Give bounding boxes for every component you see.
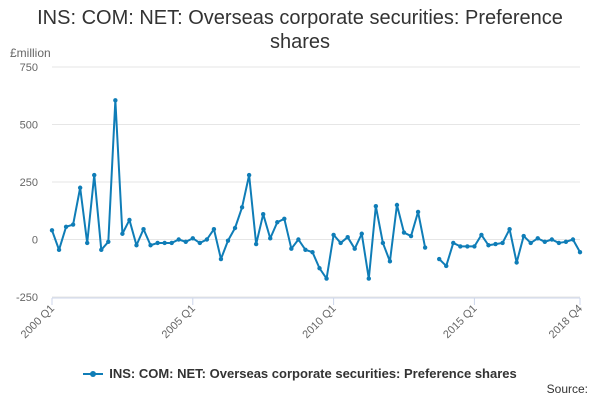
data-point [268, 236, 273, 241]
data-point [317, 266, 322, 271]
data-point [472, 244, 477, 249]
data-point [542, 239, 547, 244]
data-point [408, 233, 414, 239]
data-point [134, 243, 139, 248]
data-point [422, 245, 428, 250]
data-point [465, 244, 470, 249]
data-point [261, 212, 266, 217]
data-point [197, 240, 203, 246]
data-point [563, 239, 569, 244]
data-point [99, 247, 104, 253]
data-point [514, 260, 519, 265]
data-point [296, 237, 301, 242]
data-point [415, 209, 421, 215]
y-tick-label: 0 [32, 235, 38, 247]
data-point [239, 205, 245, 210]
data-point [570, 237, 576, 242]
data-point [577, 249, 583, 255]
y-tick-label: 500 [20, 120, 38, 132]
y-tick-label: 250 [20, 177, 38, 189]
data-point [141, 226, 146, 232]
data-point [155, 240, 160, 246]
data-point [204, 237, 210, 242]
x-tick-label: 2010 Q1 [300, 303, 338, 341]
data-point [169, 240, 174, 246]
data-point [401, 230, 407, 235]
data-point [127, 217, 132, 223]
data-point [211, 226, 217, 232]
y-axis-unit-label: £million [10, 46, 51, 60]
data-point [338, 240, 343, 246]
data-point [535, 236, 540, 241]
data-point [331, 232, 336, 238]
data-point [183, 239, 188, 244]
data-point [113, 98, 118, 103]
x-tick-label: 2015 Q1 [441, 303, 479, 341]
data-point [324, 276, 329, 281]
legend-label: INS: COM: NET: Overseas corporate securi… [109, 366, 517, 381]
chart-title: INS: COM: NET: Overseas corporate securi… [37, 7, 563, 53]
data-point [77, 185, 83, 190]
data-point [232, 225, 238, 231]
data-point [394, 202, 400, 208]
data-point [458, 244, 463, 249]
data-point [486, 243, 491, 248]
x-tick-label: 2000 Q1 [19, 303, 57, 341]
data-point [120, 231, 125, 236]
data-point [92, 172, 97, 178]
legend-item[interactable]: INS: COM: NET: Overseas corporate securi… [83, 366, 517, 381]
data-point [479, 232, 484, 238]
data-point [507, 226, 512, 232]
y-tick-label: 750 [20, 62, 38, 74]
source-label: Source: [546, 382, 588, 396]
data-point [275, 220, 280, 225]
data-point [521, 233, 526, 239]
x-tick-label: 2018 Q4 [547, 303, 585, 341]
data-point [380, 240, 386, 246]
series-group [49, 98, 583, 281]
data-point [70, 222, 76, 227]
data-point [444, 263, 449, 269]
data-point [366, 276, 371, 281]
data-point [106, 239, 111, 244]
data-point [352, 246, 357, 251]
x-axis: 2000 Q1 2005 Q1 2010 Q1 2015 Q1 2018 Q4 [19, 297, 585, 341]
data-point [451, 240, 456, 246]
data-point [218, 256, 224, 262]
data-point [500, 240, 505, 246]
data-point [437, 256, 442, 262]
data-point [49, 228, 55, 233]
legend[interactable]: INS: COM: NET: Overseas corporate securi… [0, 366, 600, 382]
series-line [51, 99, 581, 280]
data-point [289, 246, 294, 251]
legend-line-icon [83, 369, 104, 379]
data-point [303, 247, 308, 253]
data-point [493, 241, 498, 247]
data-point [310, 249, 315, 255]
x-tick-label: 2005 Q1 [160, 303, 198, 341]
data-point [176, 237, 181, 242]
data-point [225, 238, 231, 243]
data-point [373, 203, 379, 209]
data-point [246, 172, 252, 178]
data-point [63, 224, 69, 230]
data-point [148, 243, 153, 248]
data-point [387, 259, 393, 264]
y-tick-label: -250 [16, 292, 38, 304]
data-point [56, 247, 62, 253]
y-axis: -250 0 250 500 750 [16, 62, 38, 304]
data-point [528, 240, 533, 246]
data-point [85, 240, 90, 246]
data-point [162, 240, 167, 246]
data-point [549, 237, 555, 242]
data-point [282, 216, 287, 221]
data-point [190, 236, 195, 241]
data-point [253, 241, 259, 247]
data-point [359, 231, 364, 236]
data-point [556, 240, 562, 246]
data-point [345, 235, 350, 240]
